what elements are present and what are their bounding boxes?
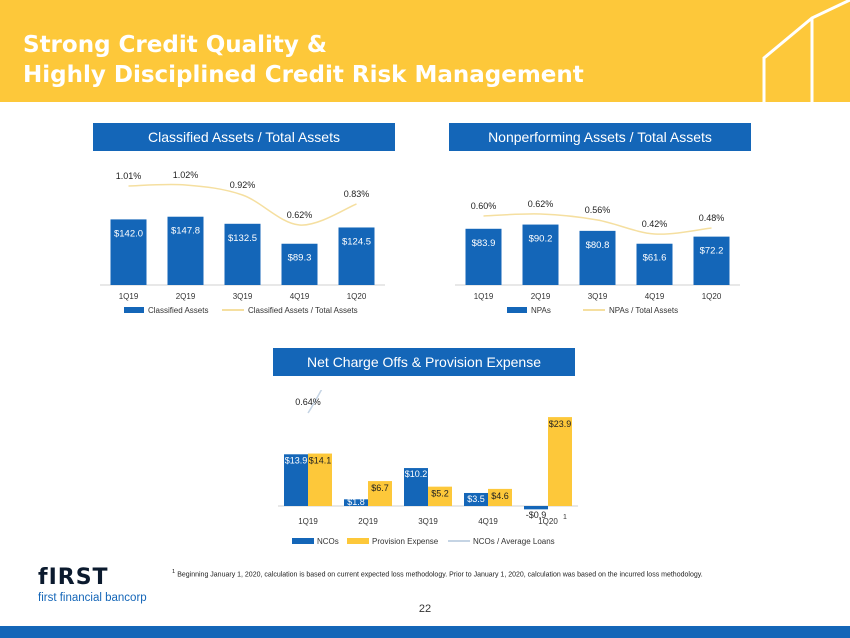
bar-label: $83.9 xyxy=(472,238,496,249)
x-tick-label: 1Q20 xyxy=(538,517,558,526)
x-tick-label: 4Q19 xyxy=(478,517,498,526)
ratio-label: 1.02% xyxy=(173,170,199,180)
nco-ratio-label: 0.64% xyxy=(295,397,321,407)
title-line-1: Strong Credit Quality & xyxy=(23,30,584,60)
bar-label: $147.8 xyxy=(171,226,200,237)
bar-label: $80.8 xyxy=(586,240,610,251)
bottom-bar xyxy=(0,626,850,638)
x-tick-label: 1Q20 xyxy=(347,292,367,301)
chart3-title: Net Charge Offs & Provision Expense xyxy=(273,348,575,376)
legend-label: NCOs xyxy=(317,537,339,546)
legend-label: Provision Expense xyxy=(372,537,439,546)
provision-label: $6.7 xyxy=(371,483,389,493)
bar-label: $124.5 xyxy=(342,236,371,247)
nco-provision-chart: $13.9 $14.1 1Q19 $1.8 $6.7 2Q19 $10.2$5.2 3Q19 $… xyxy=(270,390,580,550)
nco-label: $1.8 xyxy=(347,497,365,507)
legend-label: NPAs xyxy=(531,306,551,315)
ratio-label: 0.62% xyxy=(287,210,313,220)
x-tick-label: 2Q19 xyxy=(531,292,551,301)
x-tick-label: 4Q19 xyxy=(290,292,310,301)
ratio-label: 0.60% xyxy=(471,201,497,211)
page-number: 22 xyxy=(0,603,850,615)
house-outline-icon xyxy=(760,0,850,102)
x-tick-label: 1Q19 xyxy=(119,292,139,301)
legend-label: NPAs / Total Assets xyxy=(609,306,678,315)
x-tick-label: 3Q19 xyxy=(233,292,253,301)
legend-swatch-bars xyxy=(124,307,144,313)
ratio-label: 0.83% xyxy=(344,189,370,199)
footnote: 1 Beginning January 1, 2020, calculation… xyxy=(172,567,732,580)
company-logo: fIRST first financial bancorp xyxy=(38,565,147,604)
page-title: Strong Credit Quality & Highly Disciplin… xyxy=(23,30,584,90)
bar-4Q19 xyxy=(637,244,673,285)
provision-bar-1Q20 xyxy=(548,417,572,506)
ratio-label: 1.01% xyxy=(116,171,142,181)
bar-label: $72.2 xyxy=(700,246,724,257)
x-tick-label: 2Q19 xyxy=(358,517,378,526)
x-tick-label: 3Q19 xyxy=(418,517,438,526)
x-tick-label: 1Q20 xyxy=(702,292,722,301)
legend-label: Classified Assets / Total Assets xyxy=(248,306,358,315)
nco-ratio-line xyxy=(308,390,548,413)
provision-label: $23.9 xyxy=(549,419,572,429)
chart1-title: Classified Assets / Total Assets xyxy=(93,123,395,151)
bar-label: $61.6 xyxy=(643,253,667,264)
ratio-label: 0.48% xyxy=(699,213,725,223)
ratio-label: 0.62% xyxy=(528,199,554,209)
x-tick-label: 1Q19 xyxy=(298,517,318,526)
bar-label: $89.3 xyxy=(288,253,312,264)
ratio-label: 0.42% xyxy=(642,219,668,229)
provision-label: $5.2 xyxy=(431,489,449,499)
nco-label: $3.5 xyxy=(467,494,485,504)
footnote-marker-1q20: 1 xyxy=(563,514,567,521)
bar-label: $132.5 xyxy=(228,233,257,244)
ratio-line xyxy=(129,184,357,225)
legend-swatch-nco xyxy=(292,538,314,544)
legend-label: NCOs / Average Loans xyxy=(473,537,555,546)
x-tick-label: 2Q19 xyxy=(176,292,196,301)
ratio-label: 0.56% xyxy=(585,205,611,215)
provision-label: $14.1 xyxy=(309,456,332,466)
bar-4Q19 xyxy=(282,244,318,285)
bar-label: $90.2 xyxy=(529,234,553,245)
nco-label: $10.2 xyxy=(405,469,428,479)
legend-label: Classified Assets xyxy=(148,306,208,315)
ratio-label: 0.92% xyxy=(230,180,256,190)
legend-swatch-bars xyxy=(507,307,527,313)
logo-word: fIRST xyxy=(38,565,147,590)
footnote-text: Beginning January 1, 2020, calculation i… xyxy=(177,571,702,578)
classified-assets-chart: $142.0 $147.8 $132.5 $89.3 $124.5 1.01% 1.02% 0… xyxy=(100,165,400,325)
nco-bar-1Q20 xyxy=(524,506,548,509)
provision-label: $4.6 xyxy=(491,491,509,501)
x-tick-label: 1Q19 xyxy=(474,292,494,301)
footnote-marker: 1 xyxy=(172,569,175,575)
bar-label: $142.0 xyxy=(114,228,143,239)
legend-swatch-provision xyxy=(347,538,369,544)
npa-chart: $83.9 $90.2 $80.8 $61.6 $72.2 0.60% 0.62% 0.56%… xyxy=(455,180,755,325)
title-line-2: Highly Disciplined Credit Risk Managemen… xyxy=(23,60,584,90)
bar-1Q20 xyxy=(694,237,730,285)
x-tick-label: 4Q19 xyxy=(645,292,665,301)
chart2-title: Nonperforming Assets / Total Assets xyxy=(449,123,751,151)
nco-label: $13.9 xyxy=(285,455,308,465)
x-tick-label: 3Q19 xyxy=(588,292,608,301)
